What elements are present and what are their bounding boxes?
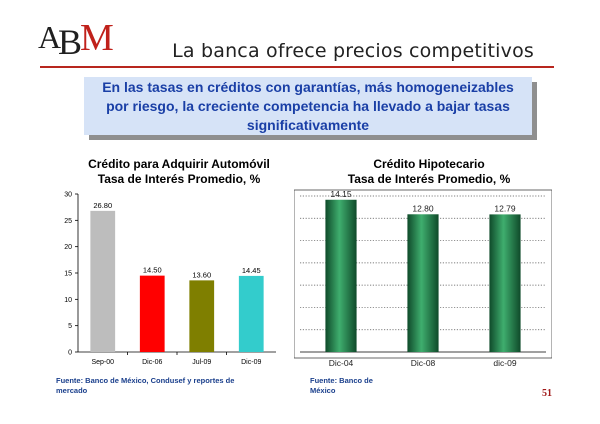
page-number: 51 <box>542 388 552 399</box>
category-label-dic-08: Dic-08 <box>411 358 436 368</box>
category-label-dic-06: Dic-06 <box>142 359 162 366</box>
logo-letter-a: A <box>38 19 61 55</box>
value-label-jul-09: 13.60 <box>192 270 211 279</box>
left-y-tick-label: 0 <box>68 350 72 357</box>
category-label-dic-04: Dic-04 <box>329 358 354 368</box>
title-divider <box>40 66 554 68</box>
category-label-dic-09: Dic-09 <box>241 359 261 366</box>
right-chart-title-line-2: Tasa de Interés Promedio, % <box>347 172 511 186</box>
auto-loan-chart: 0 5 10 15 20 25 30 26.80 Sep-00 14.50 Dic-06 13.60 J… <box>64 192 276 366</box>
left-y-tick-label: 20 <box>64 244 72 251</box>
left-y-tick-label: 25 <box>64 218 72 225</box>
mortgage-chart: 14.15 Dic-04 12.80 Dic-08 12.79 dic-09 <box>294 189 552 368</box>
right-chart-title: Crédito Hipotecario Tasa de Interés Prom… <box>318 157 540 187</box>
bar-dic-06 <box>139 275 165 352</box>
category-label-sep-00: Sep-00 <box>91 359 114 366</box>
value-label-dic-04: 14.15 <box>330 189 352 199</box>
bar-jul-09 <box>189 280 215 352</box>
logo-letter-b: B <box>58 22 82 58</box>
bar-dic-09 <box>238 275 264 352</box>
callout-text: En las tasas en créditos con garantías, … <box>102 78 514 133</box>
value-label-sep-00: 26.80 <box>93 201 112 210</box>
value-label-dic-06: 14.50 <box>143 266 162 275</box>
bar-dic-08 <box>407 214 439 352</box>
left-y-tick-label: 5 <box>68 323 72 330</box>
left-chart-title-line-2: Tasa de Interés Promedio, % <box>97 172 261 186</box>
left-chart-source: Fuente: Banco de México, Condusef y repo… <box>56 376 235 395</box>
value-label-dic-08: 12.80 <box>412 203 434 213</box>
callout-box: En las tasas en créditos con garantías, … <box>84 77 532 135</box>
value-label-dic-09: 12.79 <box>494 203 516 213</box>
right-chart-title-line-1: Crédito Hipotecario <box>373 157 485 171</box>
value-label-dic-09: 14.45 <box>242 266 261 275</box>
right-chart-source: Fuente: Banco de México <box>310 376 373 395</box>
abm-logo: A B M <box>38 17 114 58</box>
left-y-tick-label: 10 <box>64 297 72 304</box>
category-label-dic-09: dic-09 <box>493 358 516 368</box>
left-chart-title-line-1: Crédito para Adquirir Automóvil <box>88 157 270 171</box>
bar-sep-00 <box>90 210 116 352</box>
left-y-tick-label: 30 <box>64 192 72 199</box>
left-chart-title: Crédito para Adquirir Automóvil Tasa de … <box>72 157 286 187</box>
category-label-jul-09: Jul-09 <box>192 359 211 366</box>
slide-title: La banca ofrece precios competitivos <box>172 40 534 62</box>
bar-dic-09 <box>489 214 521 352</box>
logo-letter-m: M <box>80 17 114 58</box>
left-y-tick-label: 15 <box>64 271 72 278</box>
bar-dic-04 <box>325 199 357 352</box>
